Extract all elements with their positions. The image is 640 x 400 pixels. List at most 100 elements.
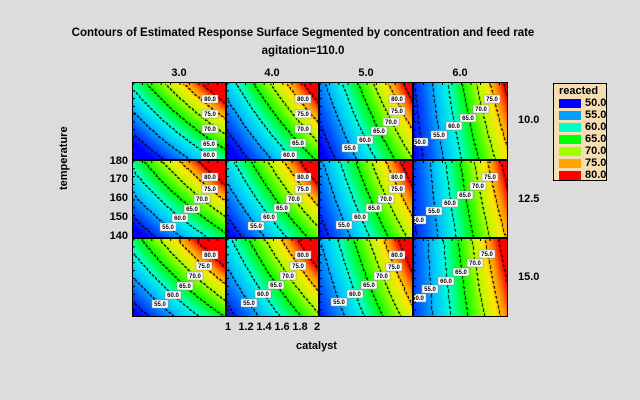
contour-label: 55.0 <box>425 206 443 216</box>
column-level-label: 3.0 <box>171 67 187 79</box>
column-level-label: 6.0 <box>452 67 468 79</box>
contour-label: 75.0 <box>388 106 406 116</box>
svg-text:60.0: 60.0 <box>440 279 452 285</box>
svg-text:70.0: 70.0 <box>376 274 388 280</box>
contour-label: 55.0 <box>240 298 258 308</box>
contour-label: 65.0 <box>176 281 194 291</box>
contour-label: 65.0 <box>456 190 474 200</box>
contour-label: 70.0 <box>294 124 312 134</box>
legend-swatch <box>559 171 581 180</box>
legend-entry: 55.0 <box>559 109 606 122</box>
legend-swatch <box>559 135 581 144</box>
contour-label: 80.0 <box>294 94 312 104</box>
y-axis-label: temperature <box>58 126 70 190</box>
svg-text:65.0: 65.0 <box>459 193 471 199</box>
row-level-label: 15.0 <box>518 271 540 283</box>
contour-label: 70.0 <box>201 124 219 134</box>
contour-label: 55.0 <box>151 299 169 309</box>
svg-text:60.0: 60.0 <box>174 216 186 222</box>
svg-text:70.0: 70.0 <box>380 197 392 203</box>
contour-label: 55.0 <box>330 297 348 307</box>
contour-panel: 55.0 60.0 65.0 70.0 75.0 80.0 <box>132 238 226 317</box>
contour-label: 70.0 <box>279 271 297 281</box>
contour-label: 80.0 <box>388 172 406 182</box>
contour-label: 60.0 <box>280 150 298 159</box>
contour-label: 65.0 <box>273 203 291 213</box>
svg-text:55.0: 55.0 <box>243 301 255 307</box>
contour-label: 70.0 <box>373 271 391 281</box>
contour-panel: 55.0 60.0 65.0 70.0 75.0 80.0 <box>132 160 226 238</box>
contour-label: 65.0 <box>183 204 201 214</box>
contour-label: 70.0 <box>193 194 211 204</box>
legend-swatch <box>559 123 581 132</box>
legend-entry: 70.0 <box>559 145 606 158</box>
contour-label: 70.0 <box>382 117 400 127</box>
svg-text:80.0: 80.0 <box>297 253 309 259</box>
contour-label: 80.0 <box>388 250 406 260</box>
svg-text:80.0: 80.0 <box>297 175 309 181</box>
contour-label: 80.0 <box>201 94 219 104</box>
svg-text:75.0: 75.0 <box>297 112 309 118</box>
svg-text:65.0: 65.0 <box>270 283 282 289</box>
contour-panel-grid: 60.0 65.0 70.0 75.0 80.0 60.0 65.0 70.0 75.0 80.0… <box>132 82 508 317</box>
contour-label: 60.0 <box>356 135 374 145</box>
contour-label: 55.0 <box>335 220 353 230</box>
contour-label: 65.0 <box>452 267 470 277</box>
contour-label: 75.0 <box>388 184 406 194</box>
contour-label: 60.0 <box>346 289 364 299</box>
row-level-label: 12.5 <box>518 193 540 205</box>
contour-label: 75.0 <box>201 109 219 119</box>
svg-text:60.0: 60.0 <box>349 292 361 298</box>
svg-text:65.0: 65.0 <box>203 142 215 148</box>
svg-text:80.0: 80.0 <box>204 253 216 259</box>
svg-text:55.0: 55.0 <box>344 146 356 152</box>
svg-text:65.0: 65.0 <box>186 207 198 213</box>
svg-text:55.0: 55.0 <box>162 225 174 231</box>
legend-entry: 65.0 <box>559 133 606 146</box>
contour-label: 80.0 <box>201 172 219 182</box>
chart-subtitle: agitation=110.0 <box>261 45 345 57</box>
svg-text:75.0: 75.0 <box>297 187 309 193</box>
svg-text:80.0: 80.0 <box>391 253 403 259</box>
x-tick-label: 1.6 <box>274 321 290 333</box>
contour-label: 80.0 <box>388 94 406 104</box>
contour-label: 65.0 <box>289 138 307 148</box>
svg-text:55.0: 55.0 <box>333 300 345 306</box>
contour-panel: 60.0 65.0 70.0 75.0 80.0 <box>132 82 226 160</box>
svg-text:60.0: 60.0 <box>448 124 460 130</box>
legend-entry: 80.0 <box>559 169 606 182</box>
x-tick-label: 1.4 <box>256 321 272 333</box>
svg-text:65.0: 65.0 <box>373 129 385 135</box>
contour-label: 60.0 <box>441 198 459 208</box>
y-tick-label: 140 <box>109 230 128 242</box>
svg-text:70.0: 70.0 <box>475 107 487 113</box>
svg-text:65.0: 65.0 <box>179 284 191 290</box>
contour-label: 70.0 <box>466 258 484 268</box>
svg-text:50.0: 50.0 <box>414 140 426 146</box>
row-level-label: 10.0 <box>518 114 540 126</box>
contour-label: 80.0 <box>294 250 312 260</box>
x-tick-label: 2 <box>313 321 321 333</box>
svg-text:80.0: 80.0 <box>204 97 216 103</box>
contour-label: 75.0 <box>478 249 496 259</box>
contour-label: 70.0 <box>472 104 490 114</box>
chart-title: Contours of Estimated Response Surface S… <box>71 27 535 39</box>
contour-panel: 50.055.0 60.065.070.075.0 <box>413 238 508 317</box>
contour-panel: 55.0 60.0 65.0 70.0 75.0 80.0 <box>319 160 413 238</box>
contour-panel: 55.0 60.0 65.0 70.0 75.0 80.0 <box>226 160 319 238</box>
svg-text:55.0: 55.0 <box>154 302 166 308</box>
contour-label: 75.0 <box>294 184 312 194</box>
svg-text:60.0: 60.0 <box>263 215 275 221</box>
legend-swatch <box>559 147 581 156</box>
contour-label: 75.0 <box>201 184 219 194</box>
y-tick-label: 170 <box>109 173 128 185</box>
svg-text:75.0: 75.0 <box>391 187 403 193</box>
contour-label: 65.0 <box>267 280 285 290</box>
svg-text:70.0: 70.0 <box>297 127 309 133</box>
contour-label: 55.0 <box>421 284 439 294</box>
svg-text:70.0: 70.0 <box>189 274 201 280</box>
contour-label: 75.0 <box>195 261 213 271</box>
legend: reacted 50.0 55.0 60.0 65.0 70.0 75.0 80… <box>553 83 607 181</box>
contour-label: 55.0 <box>247 221 265 231</box>
contour-label: 65.0 <box>459 113 477 123</box>
